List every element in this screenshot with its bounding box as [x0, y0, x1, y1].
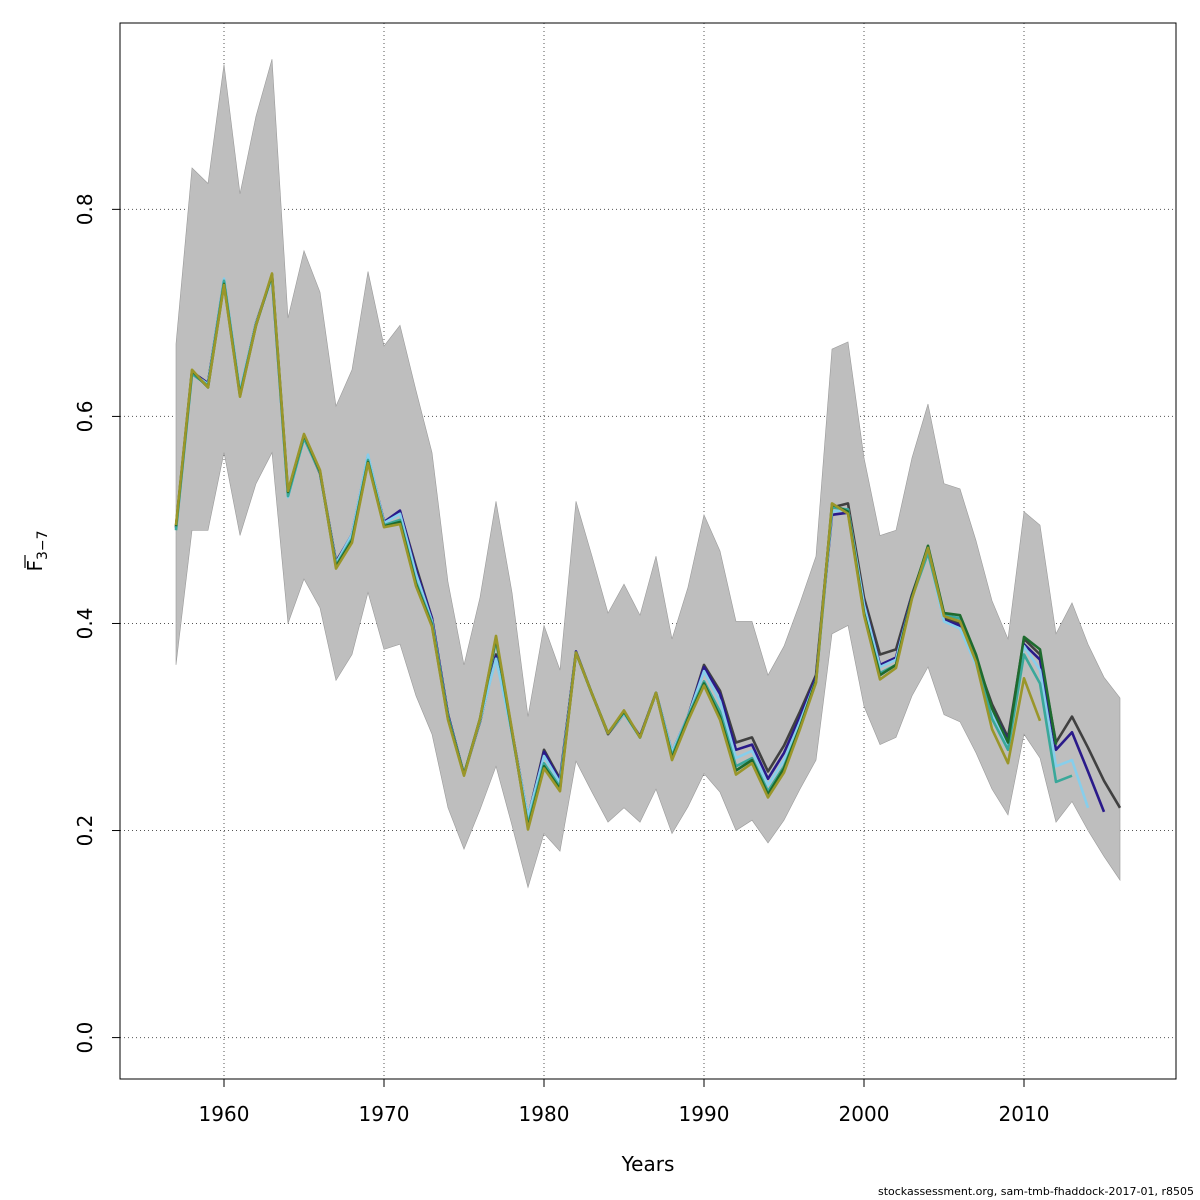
y-axis-title: F3−7 — [23, 530, 51, 571]
y-tick-label-2: 0.4 — [73, 608, 97, 640]
x-tick-label-0: 1960 — [199, 1102, 250, 1126]
confidence-band — [175, 59, 1121, 889]
x-tick-label-2: 1980 — [519, 1102, 570, 1126]
y-tick-label-1: 0.2 — [73, 815, 97, 847]
y-axis-title-main: F — [23, 560, 47, 572]
confidence-band-layer — [175, 59, 1121, 889]
svg-text:F3−7: F3−7 — [23, 530, 51, 571]
y-tick-label-4: 0.8 — [73, 193, 97, 225]
x-tick-label-4: 2000 — [839, 1102, 890, 1126]
series-line-5 — [174, 272, 1042, 831]
x-tick-label-5: 2010 — [999, 1102, 1050, 1126]
x-tick-label-1: 1970 — [359, 1102, 410, 1126]
x-tick-label-3: 1990 — [679, 1102, 730, 1126]
plot-frame — [119, 22, 1177, 1080]
axes: 1960 1970 1980 1990 2000 2010 0.0 0.2 0.4 0.6 0.8 — [73, 193, 1049, 1126]
series-layer — [174, 272, 1122, 831]
source-footer: stockassessment.org, sam-tmb-fhaddock-20… — [877, 1185, 1194, 1198]
y-tick-label-3: 0.6 — [73, 401, 97, 433]
x-axis-title: Years — [621, 1152, 675, 1176]
y-tick-label-0: 0.0 — [73, 1022, 97, 1054]
y-axis-title-subscript: 3−7 — [35, 530, 51, 560]
